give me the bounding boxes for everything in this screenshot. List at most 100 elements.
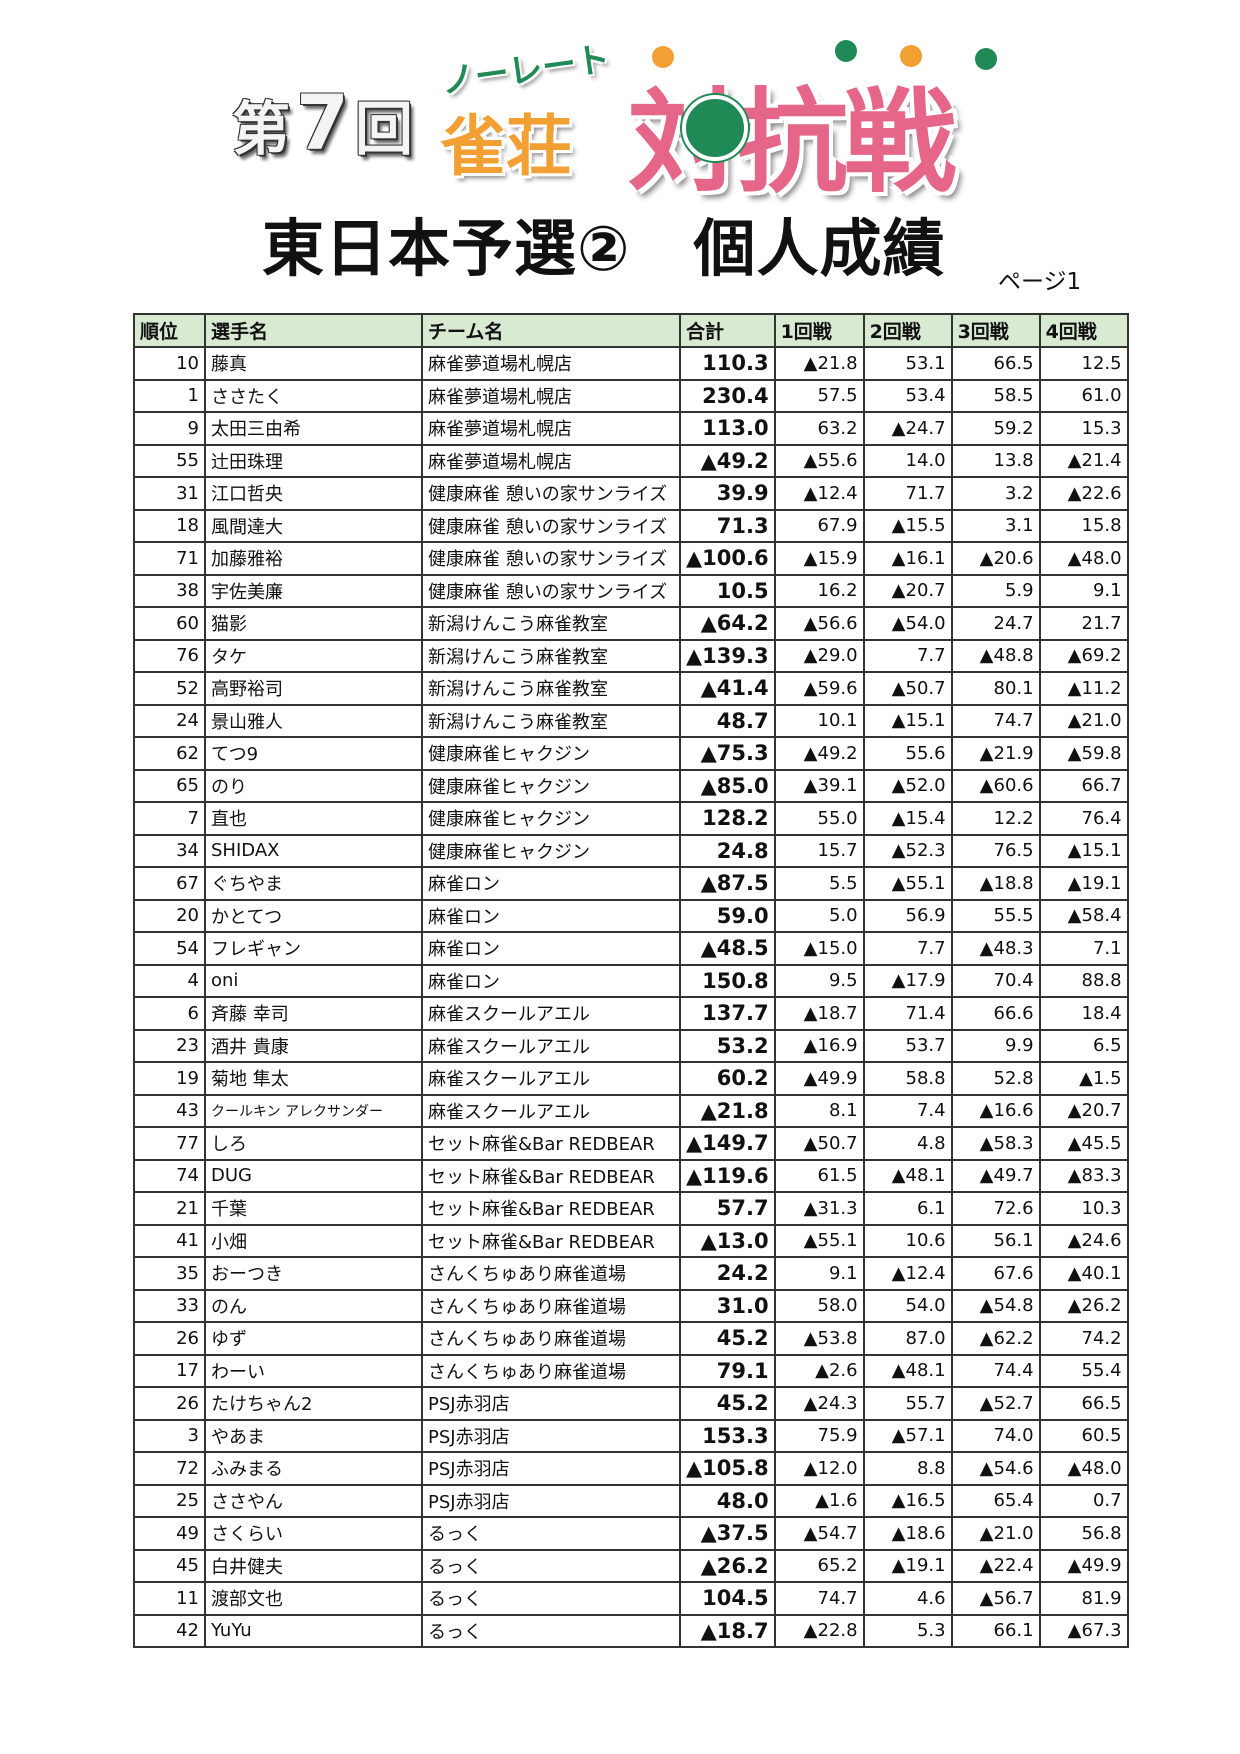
header-round4: 4回戦 [1038, 313, 1129, 348]
round3-cell: ▲54.6 [950, 1451, 1041, 1486]
rank-cell: 52 [133, 671, 206, 706]
round4-cell: 81.9 [1038, 1581, 1129, 1616]
round2-cell: 71.4 [862, 996, 953, 1031]
round3-cell: 70.4 [950, 963, 1041, 998]
player-name-cell: 菊地 隼太 [204, 1061, 423, 1096]
team-name-cell: PSJ赤羽店 [421, 1418, 681, 1453]
team-name-cell: さんくちゅあり麻雀道場 [421, 1321, 681, 1356]
orange-dot-icon [652, 46, 674, 68]
round1-cell: 9.1 [773, 1256, 865, 1291]
total-cell: 48.0 [679, 1483, 776, 1518]
table-row: 1 ささたく 麻雀夢道場札幌店 230.4 57.5 53.4 58.5 61.0 [133, 378, 1129, 413]
round2-cell: 53.4 [862, 378, 953, 413]
round3-cell: 67.6 [950, 1256, 1041, 1291]
team-name-cell: 健康麻雀 憩いの家サンライズ [421, 476, 681, 511]
total-cell: 128.2 [679, 801, 776, 836]
total-cell: 59.0 [679, 898, 776, 933]
round4-cell: 10.3 [1038, 1191, 1129, 1226]
player-name-cell: 加藤雅裕 [204, 541, 423, 576]
total-cell: 79.1 [679, 1353, 776, 1388]
total-cell: 137.7 [679, 996, 776, 1031]
team-name-cell: PSJ赤羽店 [421, 1386, 681, 1421]
player-name-cell: ふみまる [204, 1451, 423, 1486]
total-cell: ▲37.5 [679, 1516, 776, 1551]
round2-cell: 6.1 [862, 1191, 953, 1226]
table-row: 11 渡部文也 るっく 104.5 74.7 4.6 ▲56.7 81.9 [133, 1581, 1129, 1616]
round2-cell: ▲48.1 [862, 1353, 953, 1388]
edition-number: 7 [296, 78, 355, 167]
round2-cell: ▲48.1 [862, 1158, 953, 1193]
round2-cell: ▲52.3 [862, 833, 953, 868]
round3-cell: 56.1 [950, 1223, 1041, 1258]
total-cell: ▲18.7 [679, 1613, 776, 1648]
round3-cell: 3.2 [950, 476, 1041, 511]
total-cell: ▲13.0 [679, 1223, 776, 1258]
round2-cell: ▲15.5 [862, 508, 953, 543]
table-row: 54 フレギャン 麻雀ロン ▲48.5 ▲15.0 7.7 ▲48.3 7.1 [133, 931, 1129, 966]
round2-cell: 5.3 [862, 1613, 953, 1648]
team-name-cell: 麻雀スクールアエル [421, 996, 681, 1031]
team-name-cell: 新潟けんこう麻雀教室 [421, 606, 681, 641]
team-name-cell: 健康麻雀ヒャクジン [421, 768, 681, 803]
team-name-cell: 麻雀ロン [421, 866, 681, 901]
player-name-cell: さくらい [204, 1516, 423, 1551]
player-name-cell: たけちゃん2 [204, 1386, 423, 1421]
rank-cell: 24 [133, 703, 206, 738]
round2-cell: 56.9 [862, 898, 953, 933]
round1-cell: ▲2.6 [773, 1353, 865, 1388]
round2-cell: ▲55.1 [862, 866, 953, 901]
round2-cell: 53.7 [862, 1028, 953, 1063]
rank-cell: 76 [133, 638, 206, 673]
round4-cell: 6.5 [1038, 1028, 1129, 1063]
team-name-cell: るっく [421, 1613, 681, 1648]
table-row: 38 宇佐美廉 健康麻雀 憩いの家サンライズ 10.5 16.2 ▲20.7 5.9 9.1 [133, 573, 1129, 608]
round1-cell: 5.5 [773, 866, 865, 901]
rank-cell: 19 [133, 1061, 206, 1096]
total-cell: ▲21.8 [679, 1093, 776, 1128]
round1-cell: 10.1 [773, 703, 865, 738]
table-row: 62 てつ9 健康麻雀ヒャクジン ▲75.3 ▲49.2 55.6 ▲21.9 ▲59.8 [133, 736, 1129, 771]
total-cell: ▲64.2 [679, 606, 776, 641]
round3-cell: ▲58.3 [950, 1126, 1041, 1161]
round3-cell: ▲54.8 [950, 1288, 1041, 1323]
round4-cell: ▲48.0 [1038, 541, 1129, 576]
rank-cell: 60 [133, 606, 206, 641]
rank-cell: 45 [133, 1548, 206, 1583]
round3-cell: 3.1 [950, 508, 1041, 543]
round4-cell: ▲15.1 [1038, 833, 1129, 868]
round1-cell: ▲39.1 [773, 768, 865, 803]
round1-cell: ▲22.8 [773, 1613, 865, 1648]
total-cell: ▲87.5 [679, 866, 776, 901]
round4-cell: 0.7 [1038, 1483, 1129, 1518]
round1-cell: 15.7 [773, 833, 865, 868]
header-team: チーム名 [421, 313, 681, 348]
round2-cell: 7.7 [862, 931, 953, 966]
round2-cell: 10.6 [862, 1223, 953, 1258]
total-cell: 45.2 [679, 1321, 776, 1356]
round4-cell: 15.3 [1038, 411, 1129, 446]
round3-cell: 65.4 [950, 1483, 1041, 1518]
round2-cell: 7.4 [862, 1093, 953, 1128]
team-name-cell: 健康麻雀ヒャクジン [421, 801, 681, 836]
team-name-cell: PSJ赤羽店 [421, 1451, 681, 1486]
round2-cell: 54.0 [862, 1288, 953, 1323]
round3-cell: 59.2 [950, 411, 1041, 446]
round2-cell: ▲19.1 [862, 1548, 953, 1583]
total-cell: 10.5 [679, 573, 776, 608]
total-cell: ▲119.6 [679, 1158, 776, 1193]
player-name-cell: ぐちやま [204, 866, 423, 901]
table-row: 33 のん さんくちゅあり麻雀道場 31.0 58.0 54.0 ▲54.8 ▲26.2 [133, 1288, 1129, 1323]
table-row: 20 かとてつ 麻雀ロン 59.0 5.0 56.9 55.5 ▲58.4 [133, 898, 1129, 933]
round1-cell: ▲50.7 [773, 1126, 865, 1161]
team-name-cell: PSJ赤羽店 [421, 1483, 681, 1518]
round3-cell: 72.6 [950, 1191, 1041, 1226]
rank-cell: 7 [133, 801, 206, 836]
team-name-cell: 新潟けんこう麻雀教室 [421, 671, 681, 706]
total-cell: ▲26.2 [679, 1548, 776, 1583]
team-name-cell: セット麻雀&Bar REDBEAR [421, 1158, 681, 1193]
table-row: 72 ふみまる PSJ赤羽店 ▲105.8 ▲12.0 8.8 ▲54.6 ▲48.0 [133, 1451, 1129, 1486]
total-cell: 60.2 [679, 1061, 776, 1096]
header-round1: 1回戦 [773, 313, 865, 348]
round3-cell: 66.5 [950, 346, 1041, 381]
round1-cell: 67.9 [773, 508, 865, 543]
